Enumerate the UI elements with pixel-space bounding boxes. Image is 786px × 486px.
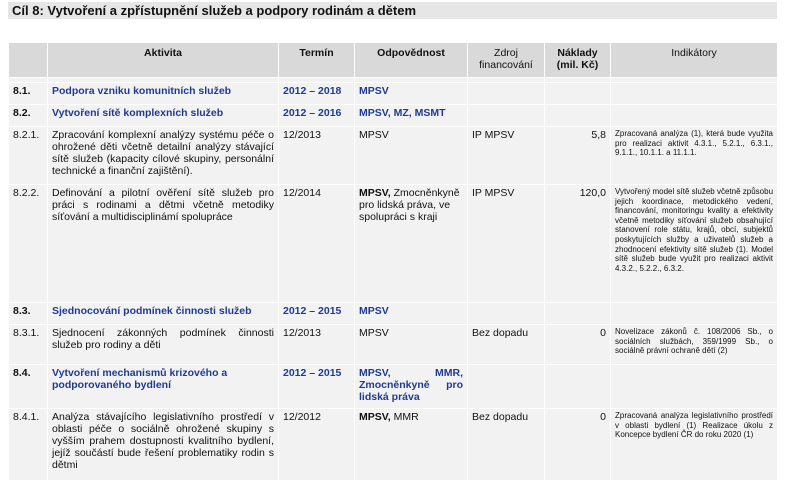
row-zdroj — [467, 82, 545, 105]
row-id: 8.3.1. — [8, 324, 48, 365]
row-aktivita: Sjednocování podmínek činnosti služeb — [47, 302, 279, 325]
row-aktivita: Podpora vzniku komunitních služeb — [47, 82, 279, 105]
row-id: 8.2.1. — [8, 126, 48, 185]
header-naklady: Náklady (mil. Kč) — [544, 42, 611, 78]
row-indikatory: Zpracovaná analýza (1), která bude využi… — [610, 126, 778, 185]
row-id: 8.3. — [8, 302, 48, 325]
row-odpovednost: MPSV, MMR — [354, 408, 468, 481]
row-indikatory: Zpracovaná analýza legislativního prostř… — [610, 408, 778, 481]
row-termin: 12/2014 — [278, 184, 355, 303]
row-naklady: 0 — [544, 324, 611, 365]
row-indikatory — [610, 302, 778, 325]
row-aktivita: Vytvoření sítě komplexních služeb — [47, 104, 279, 127]
table-row: 8.3. Sjednocování podmínek činnosti služ… — [8, 302, 778, 325]
row-naklady: 120,0 — [544, 184, 611, 303]
row-naklady — [544, 82, 611, 105]
row-naklady — [544, 302, 611, 325]
row-naklady: 5,8 — [544, 126, 611, 185]
goal-title: Cíl 8: Vytvoření a zpřístupnění služeb a… — [8, 2, 777, 19]
row-odpovednost: MPSV, MZ, MSMT — [354, 104, 468, 127]
row-odpovednost: MPSV — [354, 126, 468, 185]
header-odpovednost: Odpovědnost — [354, 42, 468, 78]
row-aktivita: Definování a pilotní ověření sítě služeb… — [47, 184, 279, 303]
row-termin: 12/2013 — [278, 126, 355, 185]
row-id: 8.2.2. — [8, 184, 48, 303]
header-aktivita: Aktivita — [47, 42, 279, 78]
table-row: 8.2.2. Definování a pilotní ověření sítě… — [8, 184, 778, 303]
row-id: 8.4. — [8, 364, 48, 409]
table-row: 8.4.1. Analýza stávajícího legislativníh… — [8, 408, 778, 481]
table-row: 8.1. Podpora vzniku komunitních služeb 2… — [8, 82, 778, 105]
header-termin: Termín — [278, 42, 355, 78]
row-termin: 2012 – 2016 — [278, 104, 355, 127]
row-naklady — [544, 364, 611, 409]
row-zdroj: Bez dopadu — [467, 408, 545, 481]
row-zdroj — [467, 302, 545, 325]
header-indikatory: Indikátory — [610, 42, 778, 78]
row-id: 8.4.1. — [8, 408, 48, 481]
row-zdroj — [467, 104, 545, 127]
row-aktivita: Vytvoření mechanismů krizového a podporo… — [47, 364, 279, 409]
row-odpovednost: MPSV — [354, 324, 468, 365]
table-row: 8.2. Vytvoření sítě komplexních služeb 2… — [8, 104, 778, 127]
row-indikatory — [610, 104, 778, 127]
row-indikatory — [610, 82, 778, 105]
row-odpovednost: MPSV, Zmocněnkyně pro lidská práva, ve s… — [354, 184, 468, 303]
row-aktivita: Analýza stávajícího legislativního prost… — [47, 408, 279, 481]
header-zdroj: Zdroj financování — [467, 42, 545, 78]
header-id — [8, 42, 48, 78]
row-aktivita: Zpracování komplexní analýzy systému péč… — [47, 126, 279, 185]
row-indikatory: Vytvořený model sítě služeb včetně způso… — [610, 184, 778, 303]
row-termin: 12/2013 — [278, 324, 355, 365]
row-termin: 2012 – 2015 — [278, 364, 355, 409]
table-row: 8.4. Vytvoření mechanismů krizového a po… — [8, 364, 778, 409]
row-aktivita: Sjednocení zákonných podmínek činnosti s… — [47, 324, 279, 365]
row-zdroj: IP MPSV — [467, 184, 545, 303]
row-termin: 12/2012 — [278, 408, 355, 481]
row-id: 8.2. — [8, 104, 48, 127]
table-header-row: Aktivita Termín Odpovědnost Zdroj financ… — [8, 42, 778, 78]
row-zdroj: Bez dopadu — [467, 324, 545, 365]
row-odpovednost: MPSV — [354, 82, 468, 105]
table-row: 8.2.1. Zpracování komplexní analýzy syst… — [8, 126, 778, 185]
row-zdroj — [467, 364, 545, 409]
row-zdroj: IP MPSV — [467, 126, 545, 185]
row-indikatory: Novelizace zákonů č. 108/2006 Sb., o soc… — [610, 324, 778, 365]
row-id: 8.1. — [8, 82, 48, 105]
row-termin: 2012 – 2018 — [278, 82, 355, 105]
activity-table: Aktivita Termín Odpovědnost Zdroj financ… — [8, 42, 778, 481]
row-odpovednost: MPSV, MMR, Zmocněnkyně pro lidská práva — [354, 364, 468, 409]
row-termin: 2012 – 2015 — [278, 302, 355, 325]
row-indikatory — [610, 364, 778, 409]
row-naklady: 0 — [544, 408, 611, 481]
row-naklady — [544, 104, 611, 127]
table-row: 8.3.1. Sjednocení zákonných podmínek čin… — [8, 324, 778, 365]
row-odpovednost: MPSV — [354, 302, 468, 325]
